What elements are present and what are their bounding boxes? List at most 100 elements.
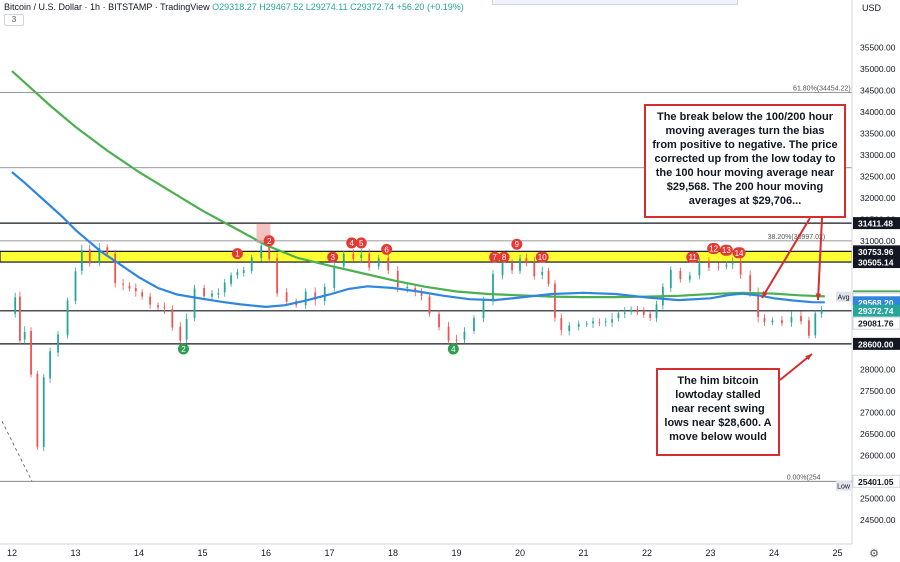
candle-body [368, 253, 371, 268]
annotation-note-ma-break[interactable]: The break below the 100/200 hour moving … [644, 104, 846, 218]
price-tag: 25401.05 [852, 474, 900, 488]
floating-toolbar[interactable] [492, 0, 738, 5]
price-tag-value: 29568.20 [858, 298, 894, 308]
candle-body [749, 275, 752, 292]
y-tick-label: 25000.00 [860, 494, 896, 504]
y-tick-label: 34000.00 [860, 107, 896, 117]
studies-toggle[interactable]: 3 [4, 14, 24, 26]
candle-body [800, 315, 802, 322]
candle-body [217, 293, 220, 295]
candle-body [623, 312, 626, 314]
marker-label: 2 [267, 237, 272, 246]
candle-body [414, 288, 417, 292]
x-tick-label: 18 [388, 548, 398, 558]
candle-body [179, 326, 182, 341]
marker-badge [355, 237, 367, 249]
swing-high-marker: 5 [355, 237, 367, 249]
y-tick-label: 34500.00 [860, 85, 896, 95]
arrow-to-break-head [762, 291, 768, 298]
marker-label: 4 [349, 239, 354, 248]
candle-body [80, 250, 83, 271]
swing-high-marker: 9 [511, 238, 523, 250]
candle-body [163, 307, 166, 309]
price-tag-value: 31411.48 [858, 219, 893, 229]
candle-body [525, 257, 528, 264]
x-tick-label: 13 [70, 548, 80, 558]
candle-body [781, 320, 783, 324]
price-tag: 30753.96 [853, 245, 900, 258]
candle-body [260, 245, 263, 258]
candle-body [554, 283, 556, 318]
marker-label: 9 [515, 240, 520, 249]
candle-body [511, 262, 513, 271]
candle-body [323, 286, 326, 301]
candle-body [387, 257, 390, 271]
candle-body [669, 269, 672, 289]
marker-badge [177, 343, 189, 355]
marker-label: 3 [330, 253, 335, 262]
chart-header: Bitcoin / U.S. Dollar · 1h · BITSTAMP · … [4, 2, 464, 12]
y-tick-label: 35500.00 [860, 42, 896, 52]
y-tick-label: 32500.00 [860, 171, 896, 181]
x-tick-label: 12 [7, 548, 17, 558]
x-tick-label: 16 [261, 548, 271, 558]
candle-body [193, 288, 196, 319]
ohlc-readout: O29318.27 H29467.52 L29274.11 C29372.74 … [212, 2, 464, 12]
trend-line [1, 421, 33, 482]
x-tick-label: 15 [197, 548, 207, 558]
candle-body [230, 275, 232, 284]
annotation-note-swing-lows[interactable]: The him bitcoin lowtoday stalled near re… [656, 368, 780, 456]
symbol-name[interactable]: Bitcoin / U.S. Dollar [4, 2, 83, 12]
swing-high-marker: 12 [707, 243, 721, 255]
candle-body [592, 321, 594, 324]
candle-body [304, 291, 307, 306]
side-tag-bg [836, 291, 851, 302]
price-tag: 31411.48 [853, 217, 900, 230]
candle-body [30, 330, 32, 375]
candle-body [98, 248, 101, 263]
price-tag-value: 30753.96 [858, 247, 894, 257]
candle-body [242, 270, 245, 273]
settings-gear-icon[interactable]: ⚙ [869, 548, 879, 560]
marker-badge [707, 243, 721, 255]
marker-label: 2 [181, 345, 186, 354]
candle-body [688, 275, 691, 280]
candle-body [547, 270, 550, 284]
arrow-to-ma [817, 217, 823, 301]
swing-high-marker: 13 [719, 244, 733, 256]
candle-body [739, 262, 742, 275]
candle-body [492, 274, 494, 301]
y-tick-label: 28000.00 [860, 365, 896, 375]
marker-badge [381, 243, 393, 255]
fib-level-label: 0.00%(254 [787, 474, 821, 481]
arrow-to-low [779, 353, 813, 381]
side-tag-bg [836, 480, 851, 491]
price-tag: 28600.00 [853, 337, 900, 350]
marker-badge [535, 251, 549, 263]
swing-high-marker: 1 [231, 248, 243, 260]
marker-label: 6 [384, 245, 389, 254]
swing-high-marker: 6 [381, 243, 393, 255]
y-tick-label: 27500.00 [860, 386, 896, 396]
candle-body [406, 286, 409, 289]
candle-body [134, 288, 137, 292]
candle-body [585, 323, 588, 325]
ma200-line [11, 70, 825, 299]
candle-body [49, 351, 51, 379]
price-tag: 29372.74 [853, 304, 900, 317]
marker-label: 12 [709, 245, 718, 254]
y-tick-label: 33000.00 [860, 150, 896, 160]
candle-body [360, 254, 363, 258]
marker-badge [732, 247, 746, 259]
marker-badge [447, 343, 459, 355]
candle-body [236, 272, 239, 276]
candle-body [708, 262, 710, 268]
fib-level-label: 61.80%(34454.22) [793, 85, 851, 92]
candle-body [463, 331, 466, 340]
interval-label[interactable]: 1h [90, 2, 101, 12]
currency-label: USD [862, 3, 882, 13]
candle-body [541, 271, 544, 276]
candle-body [128, 285, 131, 289]
candle-body [157, 305, 159, 308]
